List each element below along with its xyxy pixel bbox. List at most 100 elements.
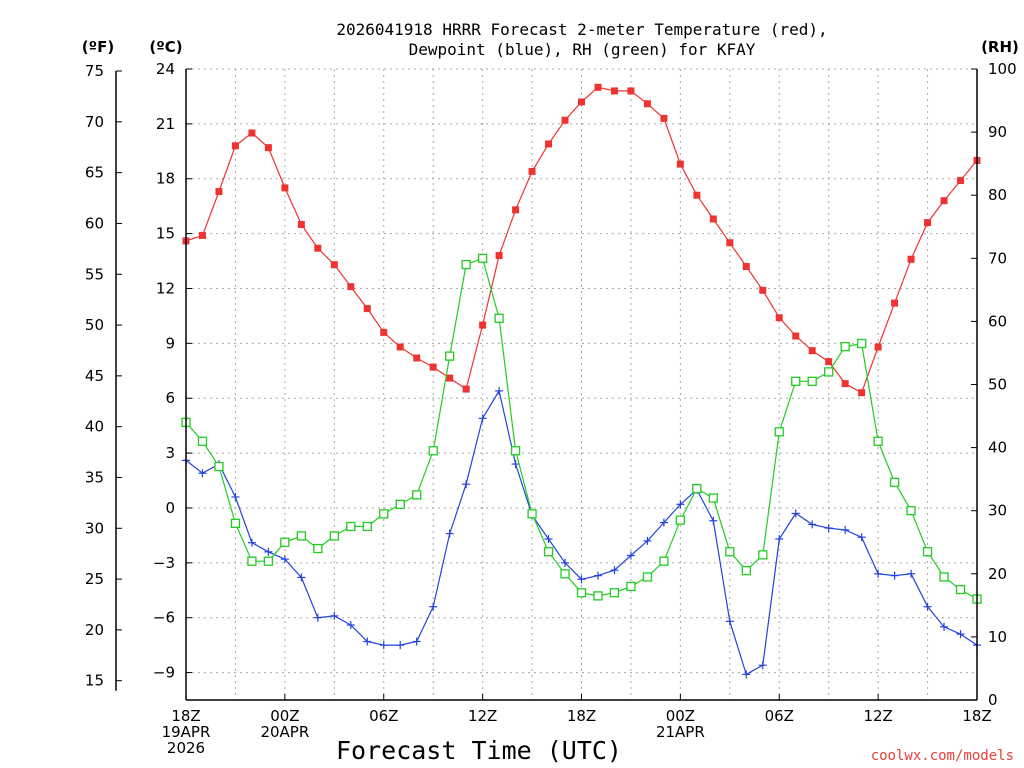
temperature-point <box>578 98 585 106</box>
rh-point <box>576 588 587 598</box>
rh-point <box>791 376 801 386</box>
rh-point <box>774 427 784 437</box>
rh-point <box>708 493 718 503</box>
rh-tick-label: 0 <box>988 691 998 709</box>
rh-point <box>247 556 257 566</box>
temperature-point <box>693 191 701 199</box>
x-tick-label: 00Z <box>666 707 695 725</box>
celsius-tick-label: 6 <box>165 389 175 407</box>
fahrenheit-tick-label: 25 <box>85 570 104 588</box>
rh-tick-label: 60 <box>988 312 1007 330</box>
x-tick-label: 00Z <box>270 707 299 725</box>
rh-point <box>807 376 817 386</box>
temperature-point <box>198 231 206 239</box>
dewpoint-point <box>874 569 883 578</box>
rh-point <box>922 547 933 557</box>
dewpoint-point <box>643 536 652 545</box>
celsius-tick-label: 24 <box>156 60 175 78</box>
rh-point <box>741 565 751 576</box>
temperature-point <box>874 343 882 351</box>
temperature-point <box>462 385 470 393</box>
dewpoint-point <box>280 555 289 564</box>
x-tick-label: 06Z <box>369 707 398 725</box>
temperature-point <box>396 343 404 351</box>
rh-point <box>609 588 620 598</box>
dewpoint-point <box>412 637 421 646</box>
x-tick-label: 12Z <box>863 707 892 725</box>
rh-tick-label: 10 <box>988 628 1007 646</box>
temperature-point <box>891 299 899 307</box>
celsius-tick-label: 21 <box>156 115 175 133</box>
dewpoint-point <box>775 535 784 544</box>
temperature-point <box>264 144 272 152</box>
chart-title-line-2: Dewpoint (blue), RH (green) for KFAY <box>409 40 756 59</box>
dewpoint-point <box>346 621 355 630</box>
dewpoint-point <box>363 637 372 646</box>
temperature-point <box>660 114 668 122</box>
rh-point <box>675 515 686 525</box>
celsius-tick-label: 3 <box>165 444 175 462</box>
rh-axis-unit: (RH) <box>981 38 1019 56</box>
rh-tick-label: 80 <box>988 186 1007 204</box>
dewpoint-point <box>198 469 207 478</box>
dewpoint-point <box>577 575 586 584</box>
x-tick-label: 18Z <box>962 707 991 725</box>
rh-point <box>840 341 850 352</box>
dewpoint-point <box>462 480 471 489</box>
celsius-tick-label: −9 <box>153 664 175 682</box>
fahrenheit-tick-label: 55 <box>85 265 104 283</box>
celsius-tick-label: 0 <box>165 499 175 517</box>
celsius-tick-label: −3 <box>153 554 175 572</box>
rh-point <box>889 477 900 487</box>
rh-point <box>856 338 867 349</box>
rh-point <box>560 569 570 579</box>
temperature-point <box>907 255 915 263</box>
dewpoint-point <box>676 500 685 509</box>
dewpoint-point <box>495 386 504 395</box>
dewpoint-point <box>544 535 553 544</box>
rh-tick-label: 70 <box>988 249 1007 267</box>
fahrenheit-tick-label: 30 <box>85 519 104 537</box>
temperature-point <box>512 206 520 214</box>
dewpoint-point <box>940 622 949 631</box>
temperature-point <box>545 140 553 148</box>
rh-point <box>758 550 768 560</box>
rh-point <box>955 584 966 595</box>
rh-tick-label: 30 <box>988 502 1007 520</box>
temperature-point <box>676 160 684 168</box>
temperature-point <box>479 321 487 329</box>
temperature-point <box>446 374 454 382</box>
temperature-point <box>330 261 338 269</box>
temperature-point <box>940 197 948 205</box>
rh-tick-label: 100 <box>988 60 1017 78</box>
rh-point <box>824 367 834 377</box>
rh-point <box>280 537 290 547</box>
dewpoint-point <box>890 571 899 580</box>
celsius-tick-label: 12 <box>156 279 175 297</box>
fahrenheit-tick-label: 15 <box>85 672 104 690</box>
temperature-point <box>281 184 289 192</box>
x-tick-label: 20APR <box>260 723 309 741</box>
temperature-point <box>297 220 305 228</box>
rh-point <box>906 506 916 516</box>
celsius-tick-label: 18 <box>156 170 175 188</box>
fahrenheit-tick-label: 40 <box>85 418 104 436</box>
rh-point <box>329 531 339 541</box>
temperature-point <box>363 305 371 313</box>
x-tick-label: 06Z <box>765 707 794 725</box>
dewpoint-point <box>758 661 767 670</box>
rh-tick-label: 90 <box>988 123 1007 141</box>
rh-point <box>626 581 636 592</box>
rh-point <box>362 521 372 532</box>
dewpoint-point <box>247 538 256 547</box>
x-tick-label: 21APR <box>656 723 705 741</box>
temperature-point <box>858 389 866 397</box>
rh-point <box>412 490 422 500</box>
temperature-point <box>528 167 536 175</box>
rh-point <box>214 461 224 472</box>
dewpoint-point <box>511 460 520 469</box>
rh-point <box>313 543 323 554</box>
dewpoint-point <box>297 573 306 582</box>
dewpoint-point <box>791 509 800 518</box>
dewpoint-point <box>742 670 751 679</box>
